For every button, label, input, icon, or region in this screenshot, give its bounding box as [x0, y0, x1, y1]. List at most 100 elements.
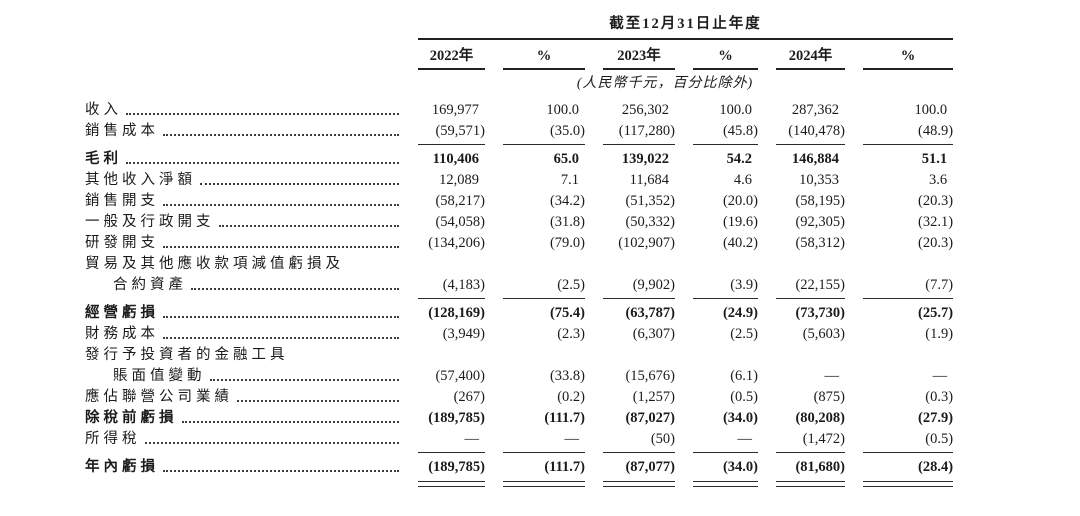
value-text: 100.0 [914, 102, 948, 118]
row-label: 其他收入淨額 [85, 172, 196, 188]
value-text: (27.9) [918, 410, 954, 426]
value-text: (63,787) [625, 305, 675, 321]
rule-cell [845, 450, 954, 457]
cell-value: (4,183) [400, 275, 485, 296]
table-body: 收入 169,977 100.0 256,302 100.0 287,362 100.0 銷售… [85, 100, 954, 489]
section-rule [863, 144, 954, 145]
cell-value: 139,022 [585, 149, 675, 170]
leader-dots [126, 113, 399, 115]
cell-value: (111.7) [485, 457, 585, 478]
cell-value: (58,312) [758, 233, 845, 254]
value-text: (34.0) [722, 459, 758, 475]
section-rule-row [85, 450, 954, 457]
value-text: (3,949) [442, 326, 485, 342]
cell-value: (6.1) [675, 366, 758, 387]
leader-dots [237, 400, 399, 402]
value-text: 11,684 [629, 172, 669, 188]
leader-dots [191, 288, 399, 290]
value-text: (0.2) [557, 389, 585, 405]
rule-cell [400, 450, 485, 457]
row-label: 收入 [85, 102, 122, 118]
row-label-cell: 毛利 [85, 149, 400, 170]
value-text: (57,400) [435, 368, 485, 384]
cell-value: (31.8) [485, 212, 585, 233]
cell-value: (40.2) [675, 233, 758, 254]
cell-value: (189,785) [400, 408, 485, 429]
total-double-rule [603, 481, 675, 487]
cell-value: (28.4) [845, 457, 953, 478]
table-row: 所得稅 — — (50) — (1,472) (0.5) [85, 429, 953, 450]
value-text: (33.8) [549, 368, 585, 384]
row-label: 除稅前虧損 [85, 410, 178, 426]
value-text: (6,307) [632, 326, 675, 342]
value-text: 3.6 [928, 172, 948, 188]
value-text: (59,571) [435, 123, 485, 139]
row-label: 財務成本 [85, 326, 159, 342]
cell-value: (1,472) [758, 429, 845, 450]
value-text: (0.3) [925, 389, 954, 405]
rule-cell [485, 142, 585, 149]
cell-value: (189,785) [400, 457, 485, 478]
cell-value: 65.0 [485, 149, 585, 170]
value-text: 100.0 [546, 102, 579, 118]
value-text: (1,257) [632, 389, 675, 405]
value-text: — [464, 431, 480, 447]
section-rule [503, 452, 585, 453]
value-text: (1.9) [925, 326, 954, 342]
rule-cell [675, 142, 758, 149]
cell-value [585, 254, 675, 275]
cell-value: (19.6) [675, 212, 758, 233]
value-text: — [564, 431, 580, 447]
value-text: (2.5) [557, 277, 585, 293]
value-text: (34.2) [549, 193, 585, 209]
section-rule [776, 144, 845, 145]
cell-value: (54,058) [400, 212, 485, 233]
cell-value [585, 345, 675, 366]
value-text: (267) [453, 389, 485, 405]
total-double-rule [693, 481, 758, 487]
value-text: — [737, 431, 753, 447]
section-rule [776, 298, 845, 299]
row-label: 一般及行政開支 [85, 214, 215, 230]
cell-value: 10,353 [758, 170, 845, 191]
rule-cell [675, 450, 758, 457]
section-rule-row [85, 296, 954, 303]
cell-value: (58,217) [400, 191, 485, 212]
value-text: — [932, 368, 948, 384]
value-text: (128,169) [428, 305, 485, 321]
table-row: 年內虧損 (189,785) (111.7) (87,077) (34.0) (81,68… [85, 457, 953, 478]
value-text: (4,183) [442, 277, 485, 293]
section-rule [503, 298, 585, 299]
row-label-cell: 一般及行政開支 [85, 212, 400, 233]
value-text: (81,680) [795, 459, 845, 475]
section-rule [418, 298, 485, 299]
value-text: (9,902) [632, 277, 675, 293]
value-text: (58,195) [795, 193, 845, 209]
rule-cell [400, 142, 485, 149]
value-text: 51.1 [921, 151, 948, 167]
column-header-label: % [503, 40, 585, 70]
cell-value: (50,332) [585, 212, 675, 233]
cell-value: (48.9) [845, 121, 953, 142]
leader-dots [163, 246, 399, 248]
value-text: (2.3) [557, 326, 585, 342]
cell-value: 51.1 [845, 149, 953, 170]
cell-value [845, 345, 953, 366]
value-text: (87,027) [625, 410, 675, 426]
row-label-cell: 經營虧損 [85, 303, 400, 324]
rule-cell [585, 296, 675, 303]
cell-value: 146,884 [758, 149, 845, 170]
cell-value: (9,902) [585, 275, 675, 296]
row-label-cell: 年內虧損 [85, 457, 400, 478]
total-double-rule [418, 481, 485, 487]
section-rule [693, 452, 758, 453]
leader-dots [126, 162, 399, 164]
row-label: 貿易及其他應收款項減值虧損及 [85, 256, 344, 272]
value-text: 146,884 [791, 151, 839, 167]
empty-cell [400, 70, 485, 92]
column-header-3: 2023年 [585, 40, 675, 70]
cell-value: — [758, 366, 845, 387]
section-rule [603, 452, 675, 453]
cell-value: (32.1) [845, 212, 953, 233]
row-label: 賬面值變動 [113, 368, 206, 384]
